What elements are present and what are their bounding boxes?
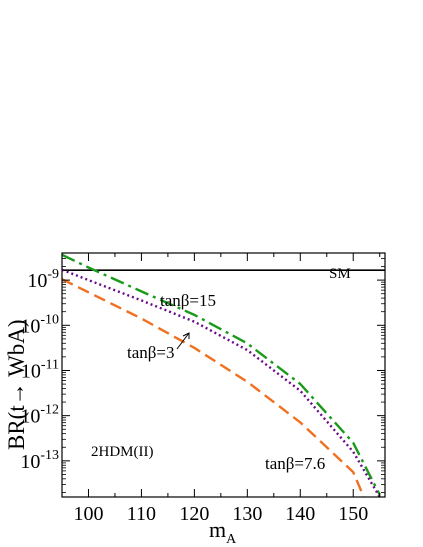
y-tick-base: 10 bbox=[27, 270, 47, 292]
y-tick-label: 10-12 bbox=[20, 403, 59, 428]
x-axis-label-main: m bbox=[209, 517, 226, 542]
model-label: 2HDM(II) bbox=[91, 444, 153, 460]
x-axis-ticks: 100 110 120 130 140 150 bbox=[61, 253, 381, 525]
y-tick-exponent: -13 bbox=[40, 448, 59, 463]
series-layer bbox=[62, 253, 385, 497]
tanbeta-3-arrow bbox=[176, 332, 190, 350]
y-tick-exponent: -10 bbox=[40, 312, 59, 327]
y-tick-exponent: -11 bbox=[41, 357, 59, 372]
x-tick-label: 100 bbox=[73, 503, 103, 525]
y-tick-exponent: -9 bbox=[47, 267, 59, 282]
series-tan-3-line bbox=[62, 268, 381, 497]
x-tick-label: 130 bbox=[232, 503, 262, 525]
x-axis-label-subscript: A bbox=[226, 532, 237, 547]
y-tick-base: 10 bbox=[20, 451, 40, 473]
y-tick-base: 10 bbox=[20, 315, 40, 337]
series-tan-15-line bbox=[62, 253, 381, 496]
plot-frame bbox=[61, 252, 386, 498]
y-tick-base: 10 bbox=[20, 406, 40, 428]
tanbeta-3-arrowhead bbox=[182, 332, 190, 339]
y-tick-label: 10-9 bbox=[27, 267, 59, 292]
x-tick-label: 140 bbox=[285, 503, 315, 525]
y-tick-base: 10 bbox=[21, 360, 41, 382]
y-tick-label: 10-11 bbox=[21, 357, 59, 382]
y-axis-label: BR(t→ WbA) bbox=[4, 319, 29, 450]
y-tick-label: 10-10 bbox=[20, 312, 59, 337]
y-tick-label: 10-13 bbox=[20, 448, 59, 473]
x-tick-label: 120 bbox=[179, 503, 209, 525]
tanbeta-3-label: tanβ=3 bbox=[127, 343, 175, 362]
y-tick-exponent: -12 bbox=[40, 403, 59, 418]
tanbeta-7.6-label: tanβ=7.6 bbox=[265, 454, 325, 473]
sm-label: SM bbox=[329, 266, 351, 282]
x-tick-label: 110 bbox=[127, 503, 156, 525]
tanbeta-15-label: tanβ=15 bbox=[160, 291, 216, 310]
x-axis-label: mA bbox=[209, 517, 237, 547]
x-tick-label: 150 bbox=[338, 503, 368, 525]
series-tan-7.6-line bbox=[62, 278, 365, 497]
